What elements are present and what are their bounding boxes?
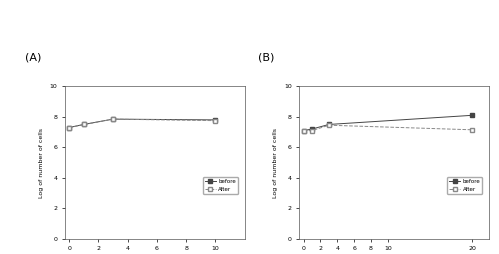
before [469,114,475,117]
After [326,124,332,127]
Text: (A): (A) [25,53,42,63]
After [309,129,315,132]
After [300,129,306,132]
Legend: before, After: before, After [203,177,238,194]
Y-axis label: Log of number of cells: Log of number of cells [39,128,44,198]
After [81,123,87,126]
Y-axis label: Log of number of cells: Log of number of cells [273,128,278,198]
Text: (B): (B) [257,53,274,63]
before [110,118,116,121]
After [66,126,72,129]
Line: before: before [302,114,474,132]
After [110,118,116,121]
Legend: before, After: before, After [447,177,483,194]
Line: before: before [67,117,217,129]
Line: After: After [302,123,474,132]
After [212,119,218,122]
before [326,123,332,126]
After [469,128,475,131]
before [81,123,87,126]
before [66,126,72,129]
Line: After: After [67,117,217,129]
before [300,129,306,132]
before [309,128,315,131]
before [212,118,218,121]
